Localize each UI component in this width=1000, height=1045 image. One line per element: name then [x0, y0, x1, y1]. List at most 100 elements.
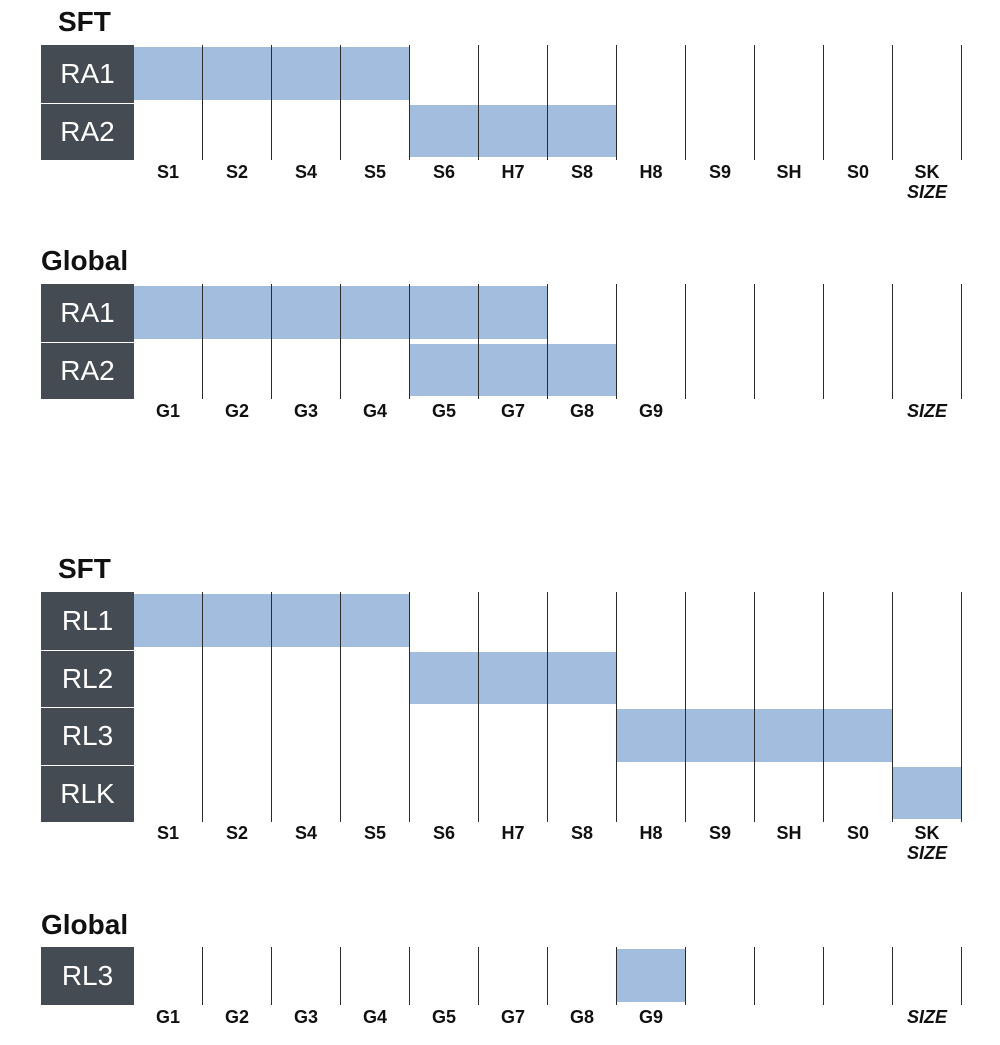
grid-line — [616, 45, 617, 160]
grid-line — [961, 45, 962, 160]
tick-label: G3 — [293, 401, 318, 421]
grid-line — [547, 592, 548, 822]
size-axis-label: SIZE — [906, 843, 947, 863]
tick-label: S1 — [156, 162, 180, 182]
grid-line — [754, 947, 755, 1005]
tick-label: S8 — [570, 823, 594, 843]
grid-line — [478, 45, 479, 160]
bar-ra1 — [134, 286, 548, 339]
tick-label: G7 — [500, 401, 525, 421]
tick-label: S2 — [225, 823, 249, 843]
tick-label: S9 — [708, 823, 732, 843]
chart-title: Global — [41, 245, 129, 276]
row-label-rl3: RL3 — [41, 947, 134, 1005]
tick-label: SH — [776, 162, 802, 182]
grid-line — [892, 592, 893, 822]
grid-line — [685, 45, 686, 160]
grid-line — [823, 45, 824, 160]
grid-line — [892, 45, 893, 160]
tick-label: S8 — [570, 162, 594, 182]
tick-label: H7 — [501, 162, 525, 182]
bar-rl2 — [410, 651, 617, 704]
grid-line — [823, 592, 824, 822]
grid-line — [340, 947, 341, 1005]
tick-label: H8 — [639, 823, 663, 843]
row-label-ra1: RA1 — [41, 45, 134, 103]
grid-line — [271, 45, 272, 160]
grid-line — [754, 45, 755, 160]
row-label-rl1: RL1 — [41, 592, 134, 650]
size-axis-label: SIZE — [906, 182, 947, 202]
grid-line — [823, 947, 824, 1005]
row-label-rl3: RL3 — [41, 708, 134, 765]
tick-label: S6 — [432, 162, 456, 182]
grid-line — [754, 284, 755, 399]
tick-label: SH — [776, 823, 802, 843]
row-label-ra2: RA2 — [41, 103, 134, 160]
tick-label: S5 — [363, 823, 387, 843]
tick-label: G9 — [638, 401, 663, 421]
tick-label: S5 — [363, 162, 387, 182]
size-axis-label: SIZE — [906, 1007, 947, 1027]
tick-label: G4 — [362, 401, 387, 421]
tick-label: SK — [914, 162, 940, 182]
tick-label: S4 — [294, 162, 318, 182]
tick-label: G1 — [155, 401, 180, 421]
grid-line — [892, 947, 893, 1005]
grid-line — [961, 592, 962, 822]
grid-line — [409, 947, 410, 1005]
bar-rl3 — [617, 709, 893, 762]
tick-label: G2 — [224, 1007, 249, 1027]
tick-label: H7 — [501, 823, 525, 843]
grid-line — [547, 284, 548, 399]
tick-label: H8 — [639, 162, 663, 182]
tick-label: G9 — [638, 1007, 663, 1027]
tick-label: G5 — [431, 1007, 456, 1027]
tick-label: G5 — [431, 401, 456, 421]
grid-line — [340, 284, 341, 399]
grid-line — [478, 592, 479, 822]
row-label-rl2: RL2 — [41, 650, 134, 707]
chart-title: Global — [41, 909, 129, 940]
bar-rl1 — [134, 594, 410, 647]
tick-label: G2 — [224, 401, 249, 421]
grid-line — [340, 45, 341, 160]
grid-line — [892, 284, 893, 399]
tick-label: S0 — [846, 162, 870, 182]
tick-label: G3 — [293, 1007, 318, 1027]
tick-label: S6 — [432, 823, 456, 843]
grid-line — [202, 284, 203, 399]
tick-label: S4 — [294, 823, 318, 843]
tick-label: S2 — [225, 162, 249, 182]
tick-label: S0 — [846, 823, 870, 843]
tick-label: S1 — [156, 823, 180, 843]
grid-line — [547, 947, 548, 1005]
grid-line — [271, 592, 272, 822]
grid-line — [823, 284, 824, 399]
grid-line — [685, 947, 686, 1005]
grid-line — [685, 284, 686, 399]
grid-line — [478, 947, 479, 1005]
chart-title: SFT — [58, 553, 111, 584]
grid-line — [616, 592, 617, 822]
grid-line — [409, 284, 410, 399]
tick-label: S9 — [708, 162, 732, 182]
grid-line — [547, 45, 548, 160]
row-label-rlk: RLK — [41, 765, 134, 822]
tick-label: G4 — [362, 1007, 387, 1027]
bar-rlk — [893, 766, 962, 819]
bar-rl3 — [617, 949, 686, 1002]
chart-title: SFT — [58, 6, 111, 37]
grid-line — [616, 284, 617, 399]
row-label-ra2: RA2 — [41, 342, 134, 399]
tick-label: G7 — [500, 1007, 525, 1027]
grid-line — [202, 592, 203, 822]
grid-line — [961, 284, 962, 399]
grid-line — [478, 284, 479, 399]
grid-line — [616, 947, 617, 1005]
row-label-ra1: RA1 — [41, 284, 134, 342]
tick-label: SK — [914, 823, 940, 843]
size-axis-label: SIZE — [906, 401, 947, 421]
grid-line — [271, 284, 272, 399]
